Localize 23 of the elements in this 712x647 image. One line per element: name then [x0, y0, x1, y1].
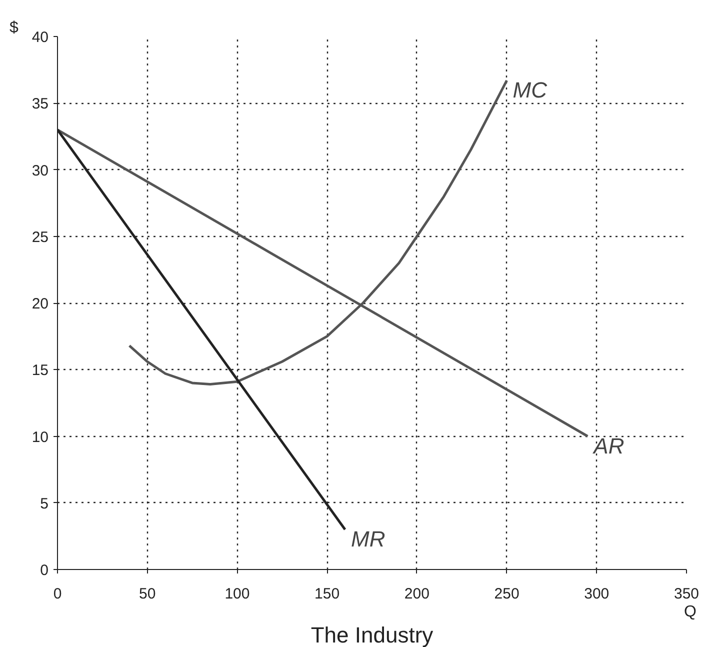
y-tick-label: 35	[32, 96, 49, 113]
series-label: AR	[592, 433, 624, 458]
series-label: MR	[351, 526, 386, 552]
y-tick-label: 40	[32, 29, 49, 46]
x-tick-label: 100	[224, 586, 250, 602]
y-tick-label: 10	[32, 428, 49, 446]
y-tick-label: 25	[32, 228, 49, 246]
x-tick-label: 300	[584, 586, 610, 602]
text: The Industry	[310, 622, 434, 647]
y-tick-label: 20	[32, 296, 49, 312]
y-axis-title: $	[10, 20, 18, 36]
y-tick-label: 0	[40, 562, 48, 579]
x-tick-label: 150	[314, 586, 340, 602]
series-label: MC	[512, 77, 548, 102]
x-axis-title: Q	[684, 604, 697, 620]
y-tick-label: 15	[32, 362, 49, 380]
x-tick-label: 0	[53, 586, 62, 602]
x-tick-label: 200	[404, 586, 430, 602]
x-tick-label: 350	[674, 586, 700, 602]
y-tick-label: 5	[40, 495, 48, 512]
y-tick-label: 30	[32, 162, 49, 180]
x-tick-label: 50	[139, 586, 156, 602]
x-tick-label: 250	[494, 586, 520, 602]
